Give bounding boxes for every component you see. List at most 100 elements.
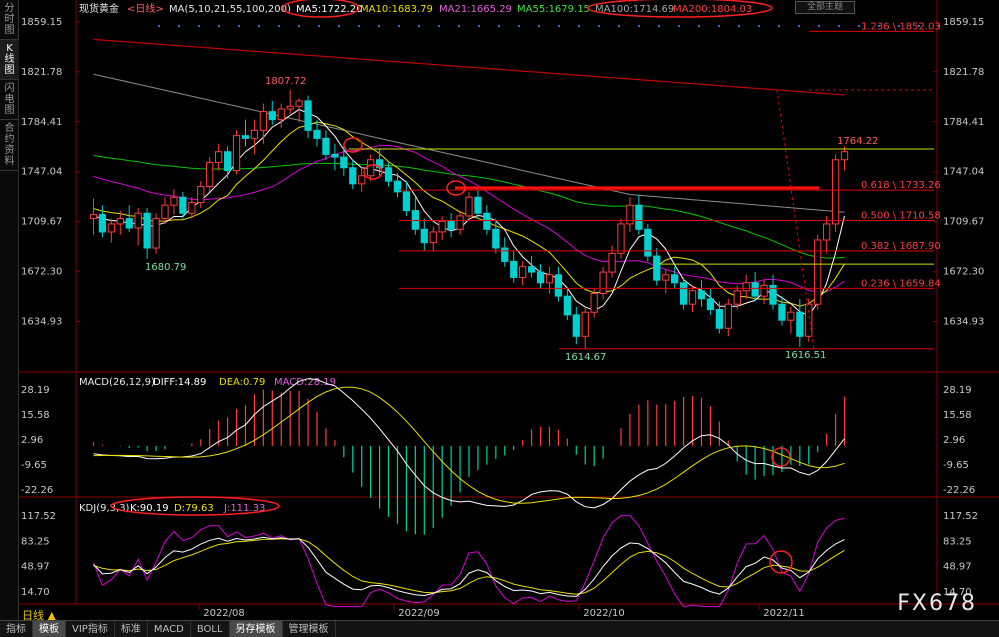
- macd-axis-label-right: -9.65: [943, 460, 969, 471]
- event-dot: [898, 25, 900, 27]
- bottom-tab-7[interactable]: 管理模板: [283, 620, 336, 637]
- candle-body: [206, 161, 214, 188]
- ma200-line: [93, 38, 845, 96]
- candle-body: [223, 151, 232, 171]
- date-axis-label: 2022/10: [583, 608, 625, 619]
- price-axis-label-right: 1709.67: [943, 217, 984, 228]
- sidebar-tab-char: 线: [4, 54, 15, 65]
- highlight-circle: [587, 0, 773, 18]
- bottom-tab-5[interactable]: BOLL: [191, 620, 230, 637]
- candle-body: [313, 129, 321, 139]
- kdj-j: J:111.33: [223, 503, 265, 514]
- bottom-tab-1[interactable]: 模板: [33, 620, 66, 637]
- instrument-name: 现货黄金: [79, 2, 119, 15]
- candle-body: [393, 180, 402, 193]
- event-dot: [198, 25, 200, 27]
- event-dot: [558, 25, 560, 27]
- bottom-tab-6[interactable]: 另存模板: [229, 620, 283, 637]
- event-dot: [498, 25, 500, 27]
- ma5-value: MA5:1722.20: [296, 4, 363, 15]
- candle-body: [465, 196, 473, 217]
- event-dot: [278, 25, 280, 27]
- bottom-toolbar: 指标 模板 VIP指标 标准 MACD BOLL 另存模板 管理模板: [0, 620, 999, 637]
- candle-body: [188, 202, 196, 214]
- event-dot: [838, 25, 840, 27]
- bottom-tab-3[interactable]: 标准: [115, 620, 148, 637]
- period-selector[interactable]: 日线 ▲: [22, 609, 56, 622]
- period-label: <日线>: [127, 2, 164, 15]
- sidebar-tab-char: 约: [4, 134, 15, 145]
- highlight-circle: [446, 180, 466, 196]
- candle-body: [733, 290, 741, 305]
- candle-body: [411, 210, 419, 230]
- candle-body: [197, 186, 205, 204]
- highlight-circle: [771, 447, 791, 467]
- candle-body: [367, 159, 375, 177]
- event-dot: [158, 25, 160, 27]
- candle-body: [760, 284, 768, 297]
- kdj-d-line: [93, 538, 845, 595]
- candle-body: [823, 223, 831, 241]
- event-dot: [358, 25, 360, 27]
- sidebar-tab-3[interactable]: 合约资料: [0, 120, 19, 171]
- macd-dea: DEA:0.79: [219, 377, 265, 388]
- candle-body: [796, 311, 804, 337]
- candle-body: [89, 214, 98, 220]
- ma-params: MA(5,10,21,55,100,200): [169, 4, 291, 15]
- price-axis-label-left: 1747.04: [21, 167, 62, 178]
- theme-button[interactable]: 全部主题: [795, 1, 855, 14]
- sidebar-tab-char: 合: [4, 123, 15, 134]
- candle-body: [554, 274, 563, 297]
- chart-area[interactable]: 1859.15 1859.15 1821.78 1821.78 1784.41 1784.…: [19, 0, 999, 620]
- price-axis-label-left: 1672.30: [21, 267, 62, 278]
- candle-body: [456, 215, 464, 230]
- event-dot: [538, 25, 540, 27]
- event-dot: [738, 25, 740, 27]
- kdj-k: K:90.19: [130, 503, 169, 514]
- ma100-value: MA100:1714.69: [595, 4, 674, 15]
- candle-body: [608, 252, 616, 273]
- event-dot: [238, 25, 240, 27]
- bottom-tab-2[interactable]: VIP指标: [66, 620, 115, 637]
- event-dot: [418, 25, 420, 27]
- candle-body: [662, 274, 670, 281]
- candle-body: [769, 284, 777, 305]
- event-dot: [338, 25, 340, 27]
- fib-level-label: 0.500 \ 1710.58: [861, 210, 941, 221]
- kdj-axis-label-left: 14.70: [21, 587, 50, 598]
- candle-body: [107, 223, 115, 233]
- macd-diff: DIFF:14.89: [153, 377, 206, 388]
- kdj-j-line: [93, 515, 845, 608]
- price-axis-label-right: 1672.30: [943, 267, 984, 278]
- kdj-axis-label-right: 117.52: [943, 511, 978, 522]
- candle-body: [277, 108, 285, 121]
- sidebar-tab-char: 资: [4, 145, 15, 156]
- price-axis-label-left: 1784.41: [21, 117, 62, 128]
- trend-line: [776, 89, 815, 351]
- bottom-tab-4[interactable]: MACD: [148, 620, 191, 637]
- price-axis-label-right: 1747.04: [943, 167, 984, 178]
- bottom-tab-0[interactable]: 指标: [0, 620, 33, 637]
- candle-body: [152, 218, 160, 249]
- kdj-params: KDJ(9,3,3): [79, 503, 130, 514]
- highlight-circle: [282, 0, 360, 18]
- event-dot: [798, 25, 800, 27]
- event-dot: [858, 25, 860, 27]
- candle-body: [805, 303, 813, 337]
- sidebar-tab-2[interactable]: 闪电图: [0, 80, 19, 120]
- sidebar-tab-0[interactable]: 分时图: [0, 0, 19, 40]
- sidebar-tab-char: 图: [4, 105, 15, 116]
- candle-body: [322, 137, 330, 155]
- event-dot: [258, 25, 260, 27]
- sidebar-tab-char: 闪: [4, 83, 15, 94]
- ma55-value: MA55:1679.15: [517, 4, 590, 15]
- price-axis-label-right: 1821.78: [943, 67, 984, 78]
- candle-body: [840, 151, 849, 161]
- highlight-circle: [343, 137, 363, 153]
- candle-body: [384, 167, 393, 182]
- candle-body: [617, 223, 625, 254]
- annotation-low: 1680.79: [145, 262, 186, 273]
- highlight-circle: [363, 164, 383, 180]
